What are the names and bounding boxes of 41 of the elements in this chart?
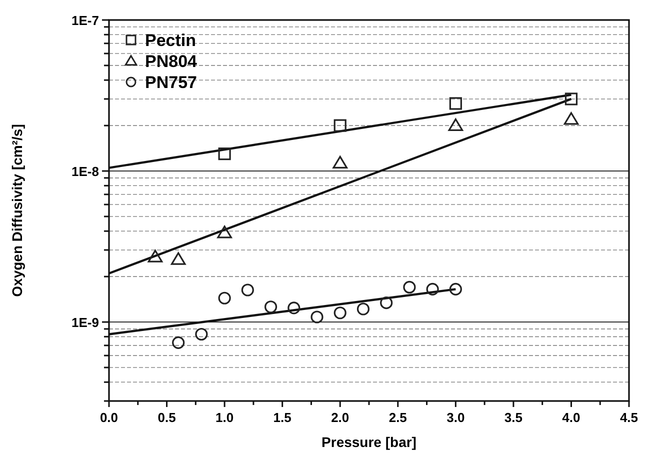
point [564, 92, 578, 106]
x-tick-label: 4.5 [620, 410, 638, 425]
y-tick-label: 1E-8 [72, 164, 99, 180]
x-axis-title: Pressure [bar] [322, 434, 416, 450]
point [148, 250, 163, 262]
point [218, 148, 231, 160]
legend-label: PN804 [145, 52, 198, 71]
point [332, 156, 348, 168]
y-tick-label: 1E-9 [72, 315, 99, 330]
point [288, 302, 300, 314]
point [356, 302, 370, 316]
point [448, 118, 464, 132]
point [380, 296, 393, 310]
point [334, 306, 346, 320]
x-tick-label: 2.5 [388, 410, 407, 425]
point [426, 282, 439, 296]
x-tick-label: 2.0 [331, 410, 350, 425]
x-tick-label: 0.0 [100, 410, 118, 425]
x-tick-label: 4.0 [562, 410, 580, 425]
point [334, 119, 346, 132]
y-tick-label: 1E-7 [72, 13, 99, 28]
point [564, 112, 579, 125]
point [264, 300, 278, 314]
x-tick-label: 1.0 [216, 410, 234, 425]
legend-label: Pectin [145, 31, 196, 50]
x-tick-label: 1.5 [273, 410, 292, 425]
point [170, 252, 186, 265]
y-axis-title: Oxygen Diffusivity [cm²/s] [9, 124, 25, 297]
point [172, 336, 185, 349]
x-tick-label: 0.5 [158, 410, 176, 425]
point [241, 284, 254, 296]
point [449, 282, 462, 296]
point [403, 280, 416, 294]
x-tick-label: 3.5 [504, 410, 522, 425]
point [449, 97, 462, 110]
point [218, 292, 231, 304]
x-tick-label: 3.0 [446, 410, 465, 425]
legend-label: PN757 [145, 73, 197, 92]
point [217, 226, 232, 238]
point [310, 310, 324, 324]
point [195, 328, 208, 341]
